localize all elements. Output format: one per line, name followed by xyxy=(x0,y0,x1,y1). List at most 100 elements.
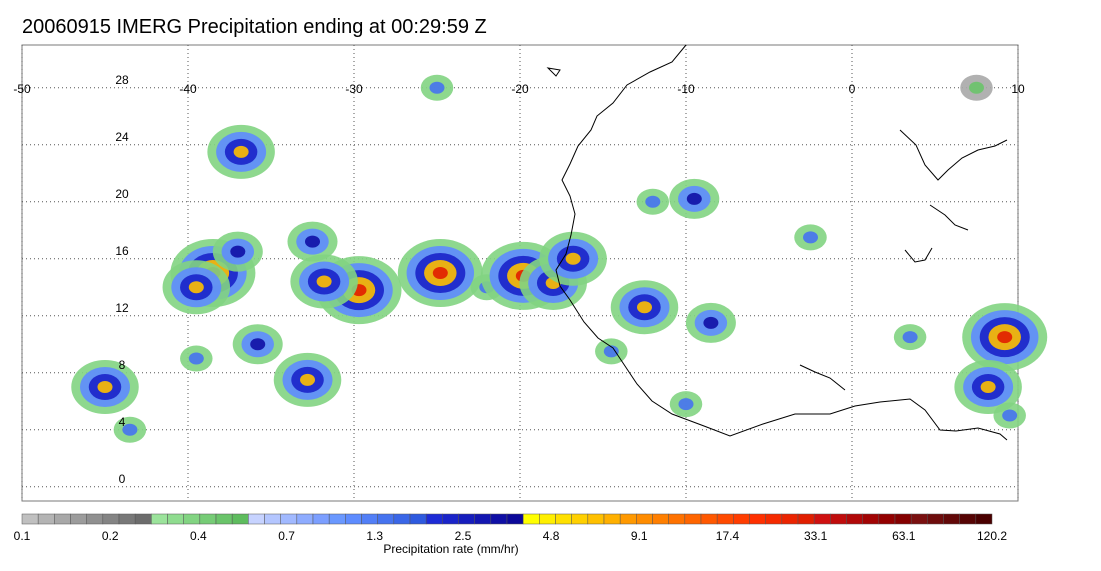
lat-tick-label: 12 xyxy=(115,301,129,315)
lat-tick-label: 0 xyxy=(119,472,126,486)
precip-cell xyxy=(233,145,249,158)
colorbar-swatch xyxy=(878,513,896,525)
precip-cell xyxy=(122,423,138,436)
colorbar-swatch xyxy=(328,513,346,525)
precip-cell xyxy=(300,373,316,386)
colorbar-swatch xyxy=(231,513,249,525)
colorbar-tick-label: 17.4 xyxy=(716,529,740,543)
precip-cell xyxy=(97,381,113,393)
colorbar-swatch xyxy=(54,513,71,525)
colorbar-swatch xyxy=(716,513,734,525)
colorbar-swatch xyxy=(555,513,572,525)
precip-cell xyxy=(997,331,1013,344)
colorbar-swatch xyxy=(797,513,815,525)
precip-cell xyxy=(188,281,204,294)
colorbar-tick-label: 2.5 xyxy=(455,529,472,543)
colorbar-swatch xyxy=(248,513,265,525)
colorbar-swatch xyxy=(183,513,201,525)
colorbar-tick-labels: 0.1 0.2 0.4 0.7 1.3 2.5 4.8 9.1 17.4 33.1 63.1 120.… xyxy=(14,529,1008,543)
colorbar-swatch xyxy=(134,513,152,525)
colorbar-swatch xyxy=(86,513,104,525)
lat-tick-label: 24 xyxy=(115,130,129,144)
colorbar-swatch xyxy=(959,513,977,525)
colorbar-tick-label: 0.1 xyxy=(14,529,31,543)
colorbar-label: Precipitation rate (mm/hr) xyxy=(383,542,518,556)
colorbar-swatch xyxy=(296,513,314,525)
precip-cell xyxy=(250,338,266,351)
colorbar-swatch xyxy=(490,513,508,525)
colorbar-swatch xyxy=(749,513,766,525)
colorbar-swatch xyxy=(781,513,799,525)
precip-cell xyxy=(637,301,652,314)
lat-tick-label: 20 xyxy=(115,187,129,201)
lon-tick-label: -50 xyxy=(13,82,31,96)
colorbar-swatch xyxy=(361,513,378,525)
colorbar-swatch xyxy=(474,513,492,525)
colorbar-tick-label: 0.2 xyxy=(102,529,119,543)
precip-cell xyxy=(969,81,984,94)
colorbar-swatch xyxy=(506,513,524,525)
colorbar-swatch xyxy=(393,513,411,525)
precip-cell xyxy=(678,398,694,411)
colorbar-swatch xyxy=(733,513,750,525)
colorbar-swatch xyxy=(975,513,993,525)
lon-tick-label: -40 xyxy=(179,82,197,96)
colorbar-swatch xyxy=(21,513,39,525)
lon-tick-label: -20 xyxy=(511,82,529,96)
precip-cell xyxy=(432,267,448,279)
colorbar-swatch xyxy=(539,513,556,525)
precip-cell xyxy=(686,192,702,205)
colorbar-swatch xyxy=(345,513,362,525)
lat-tick-label: 8 xyxy=(119,358,126,372)
colorbar-swatch xyxy=(425,513,443,525)
colorbar-swatch xyxy=(619,513,637,525)
colorbar-swatch xyxy=(813,513,831,525)
colorbar-swatch xyxy=(280,513,298,525)
coastline xyxy=(546,44,1008,441)
precip-cell xyxy=(803,231,818,244)
precip-cell xyxy=(230,245,246,258)
precip-cell xyxy=(316,275,332,288)
colorbar-swatch xyxy=(910,513,928,525)
precip-cell xyxy=(703,316,719,329)
colorbar-tick-label: 0.4 xyxy=(190,529,207,543)
colorbar-swatch xyxy=(151,513,168,525)
colorbar-swatch xyxy=(70,513,87,525)
colorbar-swatch xyxy=(167,513,184,525)
lat-tick-label: 4 xyxy=(119,415,126,429)
lon-tick-label: -10 xyxy=(677,82,695,96)
precip-cell xyxy=(305,235,320,248)
lon-tick-label: 0 xyxy=(849,82,856,96)
axis-labels: -50 -40 -30 -20 -10 0 10 28 24 20 16 12 8 4 0 xyxy=(13,73,1025,486)
colorbar-tick-label: 0.7 xyxy=(278,529,295,543)
colorbar-tick-label: 9.1 xyxy=(631,529,648,543)
colorbar-swatch xyxy=(603,513,621,525)
colorbar-swatch xyxy=(442,513,459,525)
colorbar-swatch xyxy=(264,513,281,525)
colorbar-swatch xyxy=(830,513,847,525)
colorbar-swatch xyxy=(862,513,880,525)
colorbar-swatch xyxy=(765,513,783,525)
colorbar-swatch xyxy=(571,513,589,525)
lon-tick-label: -30 xyxy=(345,82,363,96)
colorbar-swatch xyxy=(215,513,233,525)
colorbar-swatch xyxy=(684,513,702,525)
colorbar-swatch xyxy=(700,513,718,525)
colorbar-swatches xyxy=(21,513,993,525)
precip-cell xyxy=(429,81,445,94)
precip-cell xyxy=(1002,409,1018,422)
colorbar-swatch xyxy=(312,513,330,525)
colorbar-swatch xyxy=(377,513,395,525)
colorbar-swatch xyxy=(652,513,669,525)
colorbar-tick-label: 120.2 xyxy=(977,529,1007,543)
colorbar-tick-label: 33.1 xyxy=(804,529,828,543)
precip-cell xyxy=(902,331,918,344)
colorbar-swatch xyxy=(846,513,863,525)
lat-tick-label: 28 xyxy=(115,73,129,87)
precip-cell xyxy=(565,252,581,265)
colorbar-swatch xyxy=(894,513,912,525)
colorbar-swatch xyxy=(102,513,120,525)
colorbar-swatch xyxy=(943,513,960,525)
